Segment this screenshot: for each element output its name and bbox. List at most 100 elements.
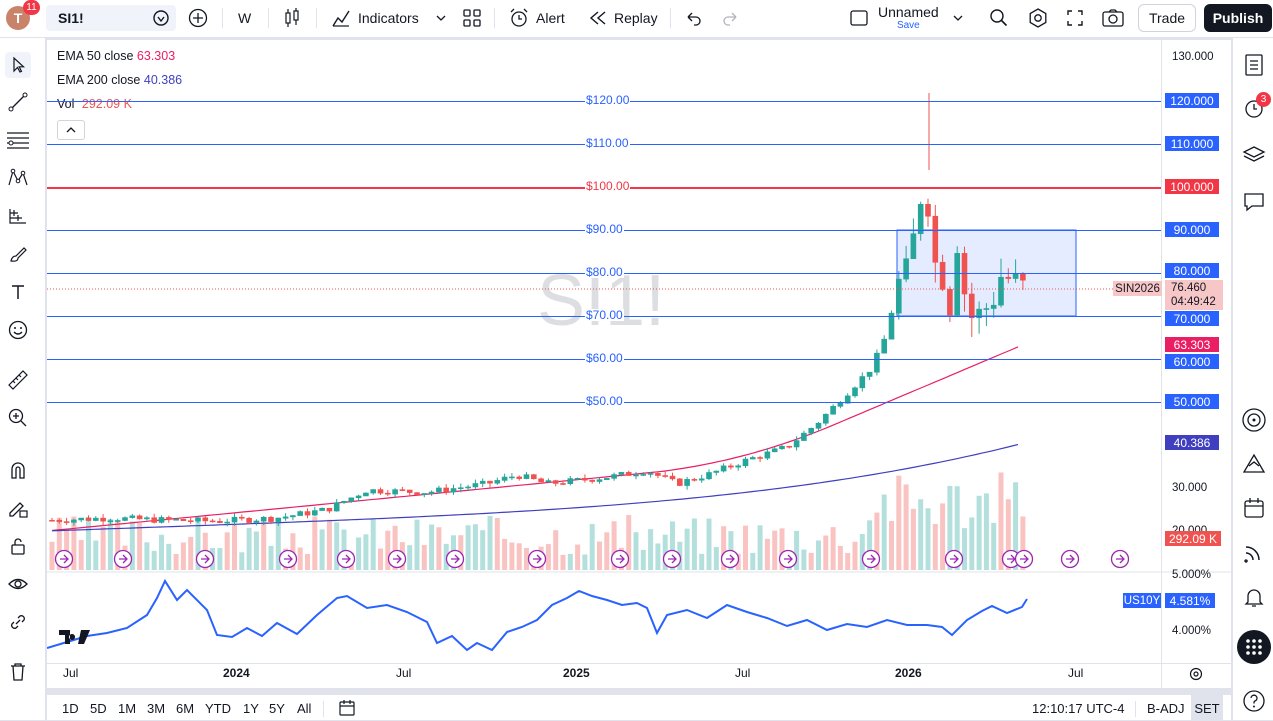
trend-line-tool[interactable]	[5, 89, 31, 115]
scale-settings-icon[interactable]	[1188, 666, 1204, 682]
price-tag-70[interactable]: 70.000	[1165, 311, 1219, 326]
range-ytd[interactable]: YTD	[205, 700, 231, 716]
products-button[interactable]	[1237, 630, 1271, 664]
undo-button[interactable]	[684, 0, 702, 36]
price-tag-60[interactable]: 60.000	[1165, 354, 1219, 369]
session-toggle[interactable]: SET	[1191, 695, 1223, 721]
watchlist-button[interactable]	[1240, 51, 1268, 79]
alerts-panel-button[interactable]: 3	[1240, 92, 1271, 122]
chart-type-button[interactable]	[282, 0, 302, 36]
remove-drawings-tool[interactable]	[5, 659, 31, 685]
object-tree-button[interactable]	[1240, 141, 1268, 169]
volume-bar	[662, 534, 668, 570]
pattern-tool[interactable]	[5, 165, 31, 191]
alerts-badge: 3	[1256, 92, 1271, 107]
layouts-button[interactable]	[462, 0, 482, 36]
forecasting-tool[interactable]	[5, 203, 31, 229]
ruler-tool[interactable]	[5, 367, 31, 393]
price-tag-120[interactable]: 120.000	[1165, 93, 1219, 108]
interval-button[interactable]: W	[238, 10, 252, 26]
cursor-tool[interactable]	[5, 52, 31, 78]
timezone-clock[interactable]: 12:10:17 UTC-4	[1032, 700, 1125, 716]
price-tag-80[interactable]: 80.000	[1165, 263, 1219, 278]
arrow-right-icon	[1066, 554, 1075, 564]
range-1d[interactable]: 1D	[62, 700, 79, 716]
camera-icon	[1102, 9, 1124, 27]
volume-bar	[991, 522, 997, 570]
collapse-legend-button[interactable]	[57, 120, 85, 140]
price-tag-100[interactable]: 100.000	[1165, 179, 1219, 194]
text-tool[interactable]	[5, 279, 31, 305]
volume-bar	[166, 543, 172, 570]
tradingview-logo-icon[interactable]	[59, 628, 91, 646]
redo-button[interactable]	[722, 0, 740, 36]
volume-bar	[932, 523, 938, 570]
goto-date-button[interactable]	[337, 695, 357, 721]
ema50-legend[interactable]: EMA 50 close 63.303	[57, 49, 175, 63]
zoom-tool[interactable]	[5, 405, 31, 431]
magnet-tool[interactable]	[5, 457, 31, 483]
add-symbol-button[interactable]	[187, 0, 209, 36]
candle-body	[749, 457, 756, 460]
zoom-in-icon	[8, 408, 27, 427]
horizontal-line-label: $100.00	[585, 179, 631, 193]
ema200-tag: 40.386	[1165, 435, 1219, 450]
snapshot-button[interactable]	[1101, 0, 1125, 36]
range-1y[interactable]: 1Y	[243, 700, 259, 716]
layout-menu-button[interactable]	[952, 0, 964, 36]
layout-name-button[interactable]: Unnamed Save	[878, 0, 939, 36]
trade-button[interactable]: Trade	[1138, 4, 1196, 32]
range-6m[interactable]: 6M	[176, 700, 195, 716]
emoji-tool[interactable]	[5, 317, 31, 343]
candle-body	[589, 479, 596, 482]
calendar-button[interactable]	[1240, 494, 1268, 522]
price-tag-110[interactable]: 110.000	[1165, 136, 1219, 151]
candle-body	[684, 479, 690, 486]
drawing-mode-tool[interactable]	[5, 495, 31, 521]
fib-tool[interactable]	[5, 127, 31, 153]
range-5y[interactable]: 5Y	[269, 700, 285, 716]
range-1m[interactable]: 1M	[118, 700, 137, 716]
lock-tool[interactable]	[5, 533, 31, 559]
symbol-search[interactable]: SI1!	[46, 5, 176, 31]
triangle-icon	[1242, 453, 1266, 473]
range-5d[interactable]: 5D	[90, 700, 107, 716]
price-tag-50[interactable]: 50.000	[1165, 394, 1219, 409]
chats-button[interactable]	[1240, 188, 1268, 216]
visibility-tool[interactable]	[5, 571, 31, 597]
adjustment-toggle[interactable]: B-ADJ	[1147, 700, 1185, 716]
publish-button[interactable]: Publish	[1204, 4, 1272, 32]
layout-checkbox[interactable]	[849, 0, 869, 36]
ideas-button[interactable]	[1240, 450, 1268, 478]
last-price-tag[interactable]: 76.460 04:49:42	[1165, 280, 1223, 310]
price-tag-90[interactable]: 90.000	[1165, 222, 1219, 237]
arrow-right-icon	[201, 554, 210, 564]
range-3m[interactable]: 3M	[147, 700, 166, 716]
user-avatar[interactable]: T 11	[6, 0, 40, 36]
brush-tool[interactable]	[5, 241, 31, 267]
candle-body	[939, 261, 946, 290]
vol-legend[interactable]: Vol 292.09 K	[57, 97, 132, 111]
settings-button[interactable]	[1027, 0, 1049, 36]
link-tool[interactable]	[5, 609, 31, 635]
notifications-button[interactable]	[1240, 583, 1268, 611]
streams-button[interactable]	[1240, 538, 1268, 566]
volume-bar	[407, 545, 413, 570]
help-button[interactable]	[1240, 687, 1268, 715]
volume-bar	[816, 540, 821, 570]
ema200-legend[interactable]: EMA 200 close 40.386	[57, 73, 182, 87]
volume-bar	[852, 541, 858, 570]
fullscreen-button[interactable]	[1065, 0, 1085, 36]
target-button[interactable]	[1240, 406, 1268, 434]
chart-area[interactable]: SI1! EMA 50 close 63.303 EMA 200 close 4…	[47, 40, 1231, 688]
save-label: Save	[896, 20, 920, 31]
indicators-button[interactable]: Indicators	[330, 0, 419, 36]
range-all[interactable]: All	[297, 700, 312, 716]
arrow-right-icon	[342, 554, 351, 564]
quick-search-button[interactable]	[988, 0, 1010, 36]
alert-button[interactable]: Alert	[508, 0, 565, 36]
chart-canvas	[47, 93, 1231, 652]
replay-button[interactable]: Replay	[588, 0, 658, 36]
compare-icon[interactable]	[152, 9, 170, 27]
indicator-templates-button[interactable]	[435, 0, 447, 36]
